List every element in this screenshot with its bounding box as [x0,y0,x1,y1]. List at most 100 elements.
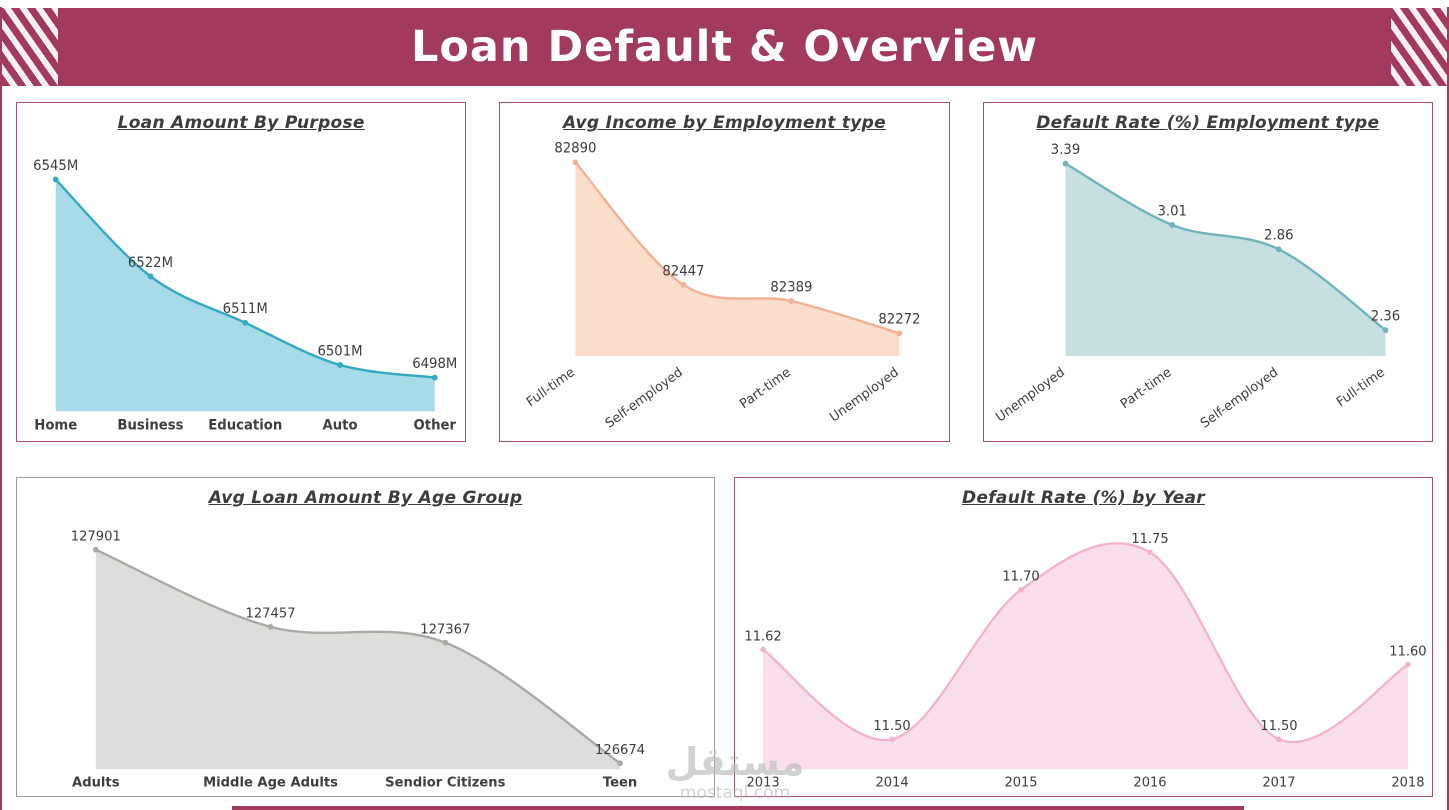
area-fill [55,179,435,412]
data-point [1382,327,1388,334]
category-label: Adults [72,776,120,791]
value-label: 82890 [555,141,597,157]
category-label: Part-time [738,365,794,413]
value-label: 82272 [879,312,921,328]
value-label: 6511M [223,301,268,317]
data-point [431,374,438,381]
category-label: Business [117,417,183,433]
category-label: Home [34,417,77,433]
header-stripes-left-decoration [2,8,58,86]
category-label: Auto [322,417,357,433]
area-chart-default-rate-employment: 3.39 3.01 2.86 2.36 Unemployed Part-time Self-… [993,142,1400,432]
panel-avg-income-by-employment: Avg Income by Employment type 82890 82447… [499,102,950,442]
value-label: 6545M [33,158,78,174]
value-label: 6498M [412,356,457,372]
value-label: 3.01 [1157,203,1186,219]
value-label: 11.70 [1002,569,1039,584]
category-label: Self-employed [1198,365,1281,432]
data-point [1018,586,1024,593]
value-label: 82389 [771,279,813,295]
value-label: 2.36 [1370,308,1399,324]
value-label: 82447 [663,263,705,279]
data-point [147,273,154,280]
category-label: Unemployed [993,365,1067,426]
data-point [267,624,274,630]
category-label: Full-time [1334,365,1388,410]
chart-title-default-rate-employment: Default Rate (%) Employment type [1036,113,1380,133]
data-point [92,546,99,553]
trend-line [574,161,901,335]
data-point [1062,160,1069,167]
category-label: Unemployed [828,365,902,426]
data-point [788,298,795,304]
value-label: 11.75 [1131,532,1168,547]
data-point [889,736,895,743]
data-point [1405,661,1411,668]
value-label: 127901 [71,529,121,544]
category-label: Teen [603,776,637,791]
trend-line [1063,162,1387,332]
category-label: Sendior Citizens [385,776,505,791]
panel-default-rate-employment: Default Rate (%) Employment type 3.39 3.0… [982,102,1433,442]
chart-title-avg-loan-by-age-group: Avg Loan Amount By Age Group [208,488,523,508]
area-chart-avg-loan-by-age-group: 127901 127457 127367 126674 Adults Middle Age… [71,529,645,791]
category-label: 2013 [747,776,780,791]
panel-default-rate-by-year: Default Rate (%) by Year 11.62 11.50 11.70… [734,477,1433,797]
value-label: 11.50 [1260,719,1297,734]
value-label: 6522M [128,255,173,271]
page-title: Loan Default & Overview [410,22,1039,72]
chart-title-loan-amount-by-purpose: Loan Amount By Purpose [117,113,365,133]
category-label: Self-employed [603,365,686,432]
area-chart-loan-amount-by-purpose: 6545M 6522M 6511M 6501M 6498M Home Business Edu… [33,158,457,434]
area-fill [575,162,900,357]
value-label: 6501M [317,343,362,359]
data-point [337,361,343,368]
data-point [896,330,903,337]
chart-title-default-rate-by-year: Default Rate (%) by Year [962,488,1205,508]
area-fill [763,543,1408,770]
area-fill [1065,163,1386,357]
value-label: 11.60 [1389,644,1426,659]
data-point [442,639,449,646]
data-point [242,319,249,326]
value-label: 11.62 [744,629,781,644]
panel-avg-loan-by-age-group: Avg Loan Amount By Age Group 127901 12745… [16,477,715,797]
category-label: Part-time [1118,365,1174,413]
data-point [1275,246,1282,253]
category-label: Other [414,417,457,433]
header-stripes-right-decoration [1391,8,1447,86]
footer-accent-bar [232,806,1244,810]
data-point [1147,549,1153,556]
area-chart-avg-income-by-employment: 82890 82447 82389 82272 Full-time Self-employ… [524,141,921,432]
chart-title-avg-income-by-employment: Avg Income by Employment type [562,113,886,133]
data-point [760,646,766,653]
data-point [52,176,59,183]
header: Loan Default & Overview [2,7,1447,87]
value-label: 11.50 [873,719,910,734]
area-chart-default-rate-by-year: 11.62 11.50 11.70 11.75 11.50 11.60 2013 2014 20… [744,532,1426,791]
category-label: Full-time [524,365,578,410]
data-point [572,159,579,166]
category-label: Education [208,417,282,433]
category-label: 2015 [1004,776,1037,791]
bottom-charts-row: Avg Loan Amount By Age Group 127901 12745… [2,477,1447,797]
data-point [1168,222,1175,228]
value-label: 126674 [595,743,645,758]
dashboard-page: Loan Default & Overview Loan Amount By P… [0,7,1449,810]
trend-line [761,542,1410,744]
data-point [617,760,623,767]
top-charts-row: Loan Amount By Purpose 6545M 6522M 6511M 65… [2,102,1447,442]
category-label: Middle Age Adults [203,776,338,791]
category-label: 2014 [875,776,908,791]
category-label: 2018 [1391,776,1424,791]
trend-line [94,548,622,765]
value-label: 127457 [245,607,295,622]
panel-loan-amount-by-purpose: Loan Amount By Purpose 6545M 6522M 6511M 65… [16,102,467,442]
area-fill [95,549,621,770]
value-label: 2.86 [1264,227,1293,243]
category-label: 2017 [1262,776,1295,791]
value-label: 127367 [420,622,470,637]
category-label: 2016 [1133,776,1166,791]
data-point [1276,736,1282,743]
data-point [680,281,687,288]
